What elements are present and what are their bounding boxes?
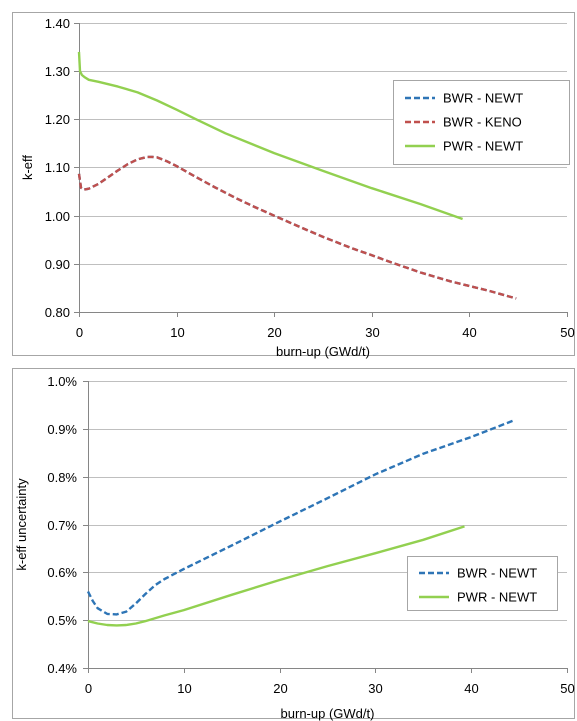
x-tick-label: 40 (464, 681, 478, 696)
x-axis-title: burn-up (GWd/t) (281, 706, 375, 721)
y-tick-label: 1.20 (45, 112, 70, 127)
y-tick-label: 1.0% (47, 374, 77, 389)
x-axis-title: burn-up (GWd/t) (276, 344, 370, 359)
series-line-pwr-newt (77, 51, 464, 221)
x-tick-label: 20 (273, 681, 287, 696)
x-tick-label: 0 (85, 681, 92, 696)
x-tick-label: 20 (267, 325, 281, 340)
y-tick-label: 0.80 (45, 305, 70, 320)
y-axis-title: k-eff (20, 155, 35, 180)
y-tick-label: 0.8% (47, 470, 77, 485)
chart-frame (12, 368, 575, 719)
legend: BWR - NEWT PWR - NEWT (407, 556, 558, 611)
legend-label: BWR - NEWT (443, 91, 523, 106)
legend-label: BWR - NEWT (457, 566, 537, 581)
y-tick-label: 1.30 (45, 64, 70, 79)
legend-label: PWR - NEWT (457, 590, 537, 605)
y-tick-label: 0.9% (47, 422, 77, 437)
y-axis-title: k-eff uncertainty (14, 478, 29, 571)
y-tick-label: 0.90 (45, 257, 70, 272)
chart-frame (12, 12, 575, 356)
series-line-bwr-newt (86, 419, 515, 616)
x-tick-label: 50 (560, 325, 574, 340)
y-tick-label: 0.7% (47, 518, 77, 533)
chart-panel-2: 0.4% 0.5% 0.6% 0.7% 0.8% 0.9% 1.0% 0 10 20 30 40 50 b… (12, 368, 575, 721)
x-tick-label: 30 (365, 325, 379, 340)
y-tick-label: 0.5% (47, 613, 77, 628)
x-tick-label: 50 (560, 681, 574, 696)
series-line-pwr-newt (87, 525, 465, 627)
legend: BWR - NEWT BWR - KENO PWR - NEWT (393, 80, 570, 165)
y-tick-label: 1.10 (45, 160, 70, 175)
legend-label: PWR - NEWT (443, 139, 523, 154)
y-tick-label: 0.6% (47, 565, 77, 580)
legend-box (407, 556, 558, 611)
legend-box (393, 80, 570, 165)
x-tick-label: 10 (177, 681, 191, 696)
x-tick-label: 10 (170, 325, 184, 340)
series-line-bwr-keno (77, 155, 517, 300)
chart-panel-1: 0.80 0.90 1.00 1.10 1.20 1.30 1.40 0 10 20 30 40 50 b… (12, 12, 575, 359)
x-tick-label: 0 (76, 325, 83, 340)
y-tick-label: 1.00 (45, 209, 70, 224)
legend-label: BWR - KENO (443, 115, 522, 130)
y-tick-label: 1.40 (45, 16, 70, 31)
y-tick-label: 0.4% (47, 661, 77, 676)
x-tick-label: 40 (462, 325, 476, 340)
x-tick-label: 30 (368, 681, 382, 696)
